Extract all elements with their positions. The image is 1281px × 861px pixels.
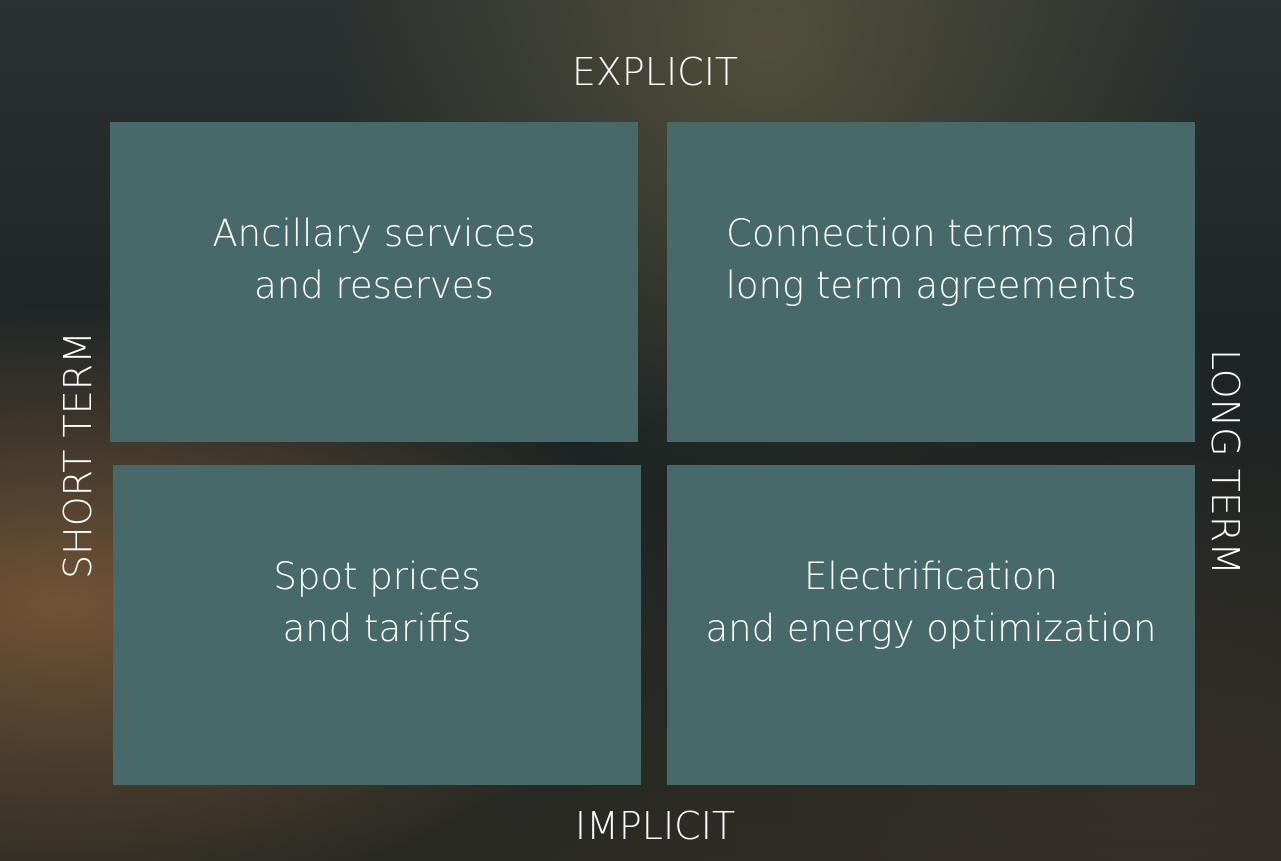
top-label: EXPLICIT <box>571 50 739 94</box>
quadrant-line: Ancillary services <box>212 212 536 255</box>
quadrant-line: Connection terms and <box>726 212 1136 255</box>
quadrant: Spot prices and tariffs <box>113 465 641 785</box>
quadrant-line: Spot prices <box>273 555 481 598</box>
left-label: SHORT TERM <box>56 331 100 579</box>
quadrant: Connection terms and long term agreement… <box>667 122 1195 442</box>
bottom-label: IMPLICIT <box>574 804 736 848</box>
quadrant-line: long term agreements <box>725 264 1137 307</box>
quadrant-line: and tariffs <box>282 607 472 650</box>
quadrant-line: and reserves <box>254 264 494 307</box>
quadrant-line: and energy optimization <box>705 607 1157 650</box>
right-label: LONG TERM <box>1203 348 1247 576</box>
quadrant-line: Electrification <box>804 555 1058 598</box>
quadrant: Ancillary services and reserves <box>110 122 638 442</box>
quadrant: Electrification and energy optimization <box>667 465 1195 785</box>
